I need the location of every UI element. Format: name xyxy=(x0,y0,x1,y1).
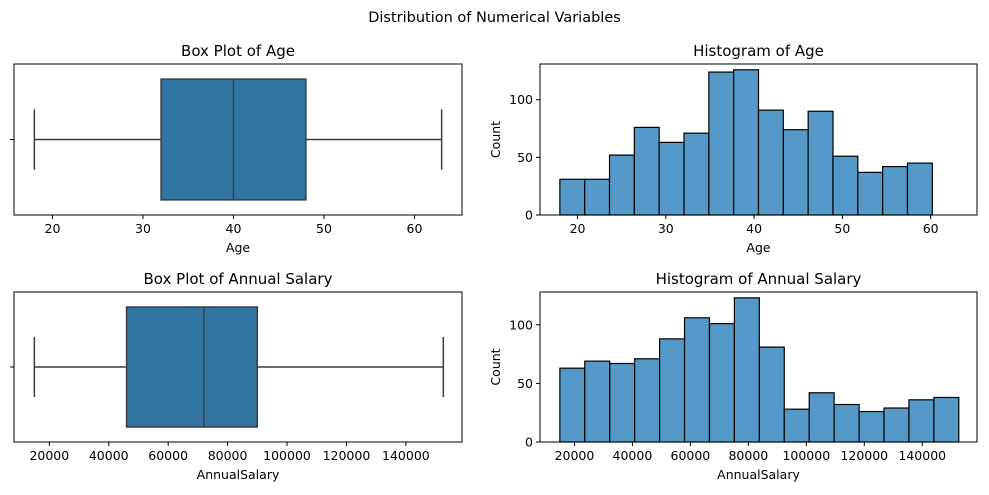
box-iqr xyxy=(125,306,259,428)
x-tick-label: 100000 xyxy=(782,448,830,463)
y-axis-label: Count xyxy=(488,348,503,385)
axes-frame xyxy=(539,63,978,216)
histogram-bar xyxy=(808,392,835,443)
y-tick-label: 100 xyxy=(509,317,533,332)
x-tick-label: 100000 xyxy=(263,448,311,463)
histogram-bar xyxy=(559,178,586,216)
x-axis-label: Age xyxy=(746,240,770,255)
histogram-bar xyxy=(933,396,960,443)
histogram-bar xyxy=(733,297,760,443)
histogram-bar xyxy=(758,346,785,443)
x-tick-label: 120000 xyxy=(840,448,888,463)
x-tick-label: 60000 xyxy=(671,448,711,463)
axes-frame xyxy=(13,291,463,443)
x-tick-label: 30 xyxy=(658,221,674,236)
y-axis-label: Count xyxy=(488,121,503,158)
x-tick-label: 120000 xyxy=(323,448,371,463)
x-tick-label: 140000 xyxy=(382,448,430,463)
histogram-bar xyxy=(783,408,810,443)
panel-hist-age: Histogram of Age 0 50 100 Count 20 30 40 50 60 Age xyxy=(488,42,978,255)
x-tick-label: 60 xyxy=(407,221,423,236)
histogram-bar xyxy=(908,399,935,443)
x-tick-label: 20 xyxy=(45,221,61,236)
x-tick-label: 60 xyxy=(923,221,939,236)
histogram-bar xyxy=(757,109,784,216)
x-tick-label: 40 xyxy=(746,221,762,236)
histogram-bar xyxy=(683,317,711,443)
histogram-bar xyxy=(708,323,736,443)
histogram-bar xyxy=(608,154,635,216)
histogram-bar xyxy=(807,110,834,216)
histogram-bar xyxy=(633,126,660,216)
y-tick-label: 50 xyxy=(517,376,533,391)
x-tick-label: 40000 xyxy=(613,448,653,463)
y-tick-label: 50 xyxy=(517,150,533,165)
x-tick-label: 30 xyxy=(135,221,151,236)
histogram-bar xyxy=(609,362,636,443)
histogram-bar xyxy=(857,171,884,216)
suptitle: Distribution of Numerical Variables xyxy=(368,10,621,26)
x-tick-label: 20000 xyxy=(555,448,595,463)
histogram-bar xyxy=(559,367,586,443)
histogram-bar xyxy=(658,141,685,216)
panel-hist-salary: Histogram of Annual Salary 0 50 100 Count 200… xyxy=(488,270,978,482)
histogram-bar xyxy=(858,410,885,443)
histogram-bar xyxy=(906,162,933,216)
histogram-bar xyxy=(882,165,909,216)
x-tick-label: 140000 xyxy=(898,448,946,463)
axes-frame xyxy=(539,291,978,443)
panel-title: Box Plot of Annual Salary xyxy=(144,270,333,288)
y-tick-label: 0 xyxy=(525,208,533,223)
panel-box-age: Box Plot of Age 20 30 40 50 60 Age xyxy=(10,42,463,255)
histogram-bar xyxy=(832,155,859,216)
x-tick-label: 80000 xyxy=(208,448,248,463)
x-axis-label: AnnualSalary xyxy=(717,467,800,482)
histogram-bar xyxy=(683,132,710,216)
axes-frame xyxy=(13,63,463,216)
histogram-bar xyxy=(782,129,809,216)
histogram-bar xyxy=(658,338,686,443)
x-axis-label: AnnualSalary xyxy=(197,467,280,482)
y-tick-label: 100 xyxy=(509,92,533,107)
histogram-bar xyxy=(708,71,735,216)
x-tick-label: 50 xyxy=(834,221,850,236)
x-tick-label: 80000 xyxy=(728,448,768,463)
x-tick-label: 60000 xyxy=(148,448,188,463)
panel-title: Box Plot of Age xyxy=(181,42,295,60)
panel-title: Histogram of Age xyxy=(693,42,824,60)
y-tick-label: 0 xyxy=(525,435,533,450)
x-tick-label: 40 xyxy=(226,221,242,236)
histogram-bar xyxy=(584,178,611,216)
panel-box-salary: Box Plot of Annual Salary 20000 40000 60000… xyxy=(10,270,463,482)
x-tick-label: 40000 xyxy=(89,448,129,463)
x-tick-label: 20000 xyxy=(29,448,69,463)
panel-title: Histogram of Annual Salary xyxy=(656,270,862,288)
histogram-bar xyxy=(833,403,860,443)
histogram-bar xyxy=(634,358,661,443)
histogram-bar xyxy=(584,360,611,443)
x-tick-label: 50 xyxy=(316,221,332,236)
histogram-bar xyxy=(883,407,910,443)
x-axis-label: Age xyxy=(226,240,250,255)
histogram-bar xyxy=(733,69,760,216)
x-tick-label: 20 xyxy=(570,221,586,236)
